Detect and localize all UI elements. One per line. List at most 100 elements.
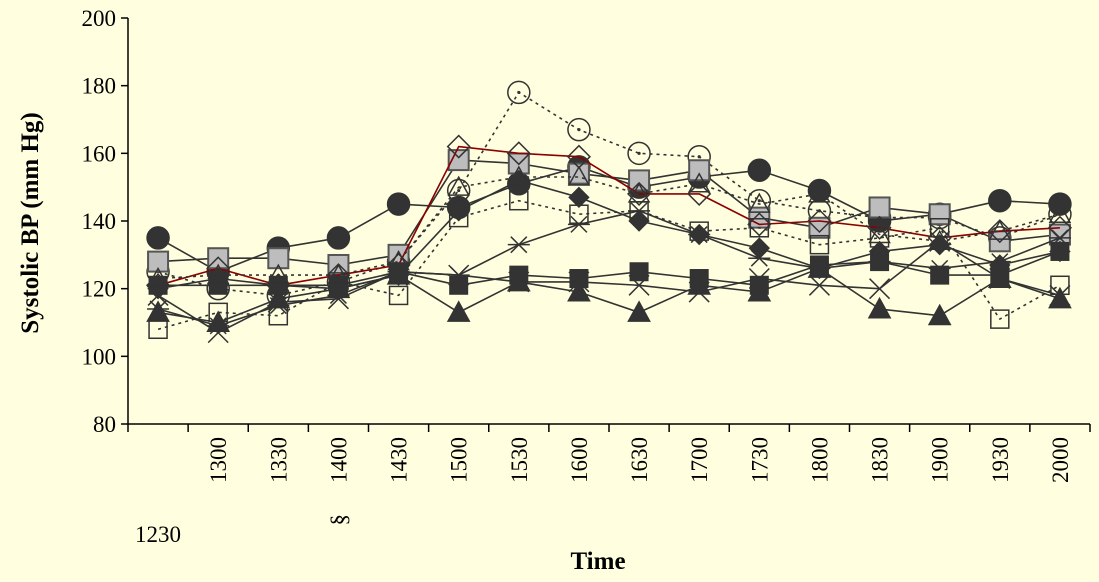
marker-diamond-filled [267, 274, 290, 296]
x-tick-label: 1700 [687, 437, 712, 483]
marker-asterisk [1048, 229, 1071, 247]
marker-cross [448, 264, 470, 286]
marker-triangle-open [327, 263, 350, 284]
x-tick-label: 1400 [326, 437, 351, 483]
marker-triangle-open [447, 175, 470, 196]
marker-triangle-open [687, 172, 711, 193]
marker-square-open [809, 234, 830, 255]
marker-diamond-open [807, 208, 832, 234]
series-line [158, 250, 1061, 287]
marker-asterisk [567, 215, 590, 233]
y-axis-title: Systolic BP (mm Hg) [17, 112, 44, 334]
marker-triangle-open [627, 182, 651, 203]
series-line [157, 91, 1061, 297]
marker-square-open [388, 285, 409, 306]
marker-triangle-filled [446, 300, 471, 322]
x-tick-label: 1530 [507, 437, 532, 483]
x-tick-label: 1430 [387, 437, 412, 483]
series-line [158, 159, 1060, 266]
marker-cross [508, 271, 530, 293]
marker-triangle-filled [266, 286, 291, 309]
marker-triangle-open [206, 263, 230, 284]
marker-diamond-open [506, 141, 531, 166]
x-tick-label: 1600 [567, 437, 592, 483]
marker-diamond-filled [868, 240, 891, 263]
series-layer [146, 80, 1073, 344]
marker-triangle-filled [1048, 286, 1072, 309]
x-tick-label: 2000 [1048, 437, 1073, 483]
marker-triangle-open [267, 263, 290, 284]
series-line [157, 240, 1061, 334]
marker-square-gray [628, 169, 651, 192]
marker-cross [207, 322, 229, 344]
marker-diamond-open [446, 134, 471, 159]
marker-diamond-open [987, 219, 1012, 244]
marker-circle-filled [326, 226, 351, 250]
x-tick-label: 1230 [135, 522, 181, 547]
marker-square-gray [928, 203, 951, 226]
marker-square-open [990, 309, 1010, 329]
marker-diamond-filled [1049, 240, 1071, 263]
marker-triangle-open [146, 266, 170, 288]
marker-circle-open [567, 117, 591, 142]
x-tick-label: 1730 [747, 437, 772, 483]
marker-diamond-filled [989, 254, 1011, 276]
marker-cross [869, 278, 891, 300]
marker-square-filled [930, 265, 950, 285]
marker-cross [748, 267, 770, 290]
series-line [158, 176, 1061, 280]
x-tick-label: 1830 [868, 437, 893, 483]
marker-diamond-filled [147, 277, 169, 300]
x-tick-label: 1930 [988, 437, 1013, 483]
x-tick-label: 1300 [206, 437, 231, 483]
marker-triangle-open [928, 229, 951, 251]
marker-diamond-filled [628, 210, 650, 232]
x-tick-label: 1630 [627, 437, 652, 483]
marker-square-filled [449, 275, 469, 295]
marker-diamond-open [747, 212, 772, 237]
marker-diamond-open [627, 181, 652, 206]
marker-circle-filled [747, 158, 772, 182]
marker-diamond-filled [568, 186, 590, 209]
y-tick-label: 180 [82, 74, 117, 99]
marker-triangle-filled [567, 280, 591, 302]
marker-square-gray [267, 247, 290, 270]
marker-triangle-filled [867, 296, 892, 319]
axes: 80 100 120 140 160 180 200 1230 1300 1330 1400 1430… [82, 6, 1091, 547]
y-tick-label: 200 [82, 6, 117, 31]
series-line [157, 199, 1061, 331]
marker-cross [688, 281, 710, 303]
marker-asterisk [928, 259, 951, 277]
marker-circle-filled [386, 192, 411, 216]
marker-square-gray [868, 196, 891, 219]
marker-diamond-open [867, 215, 892, 240]
marker-diamond-filled [748, 237, 771, 259]
marker-diamond-filled [447, 200, 470, 222]
x-axis-title: Time [570, 548, 625, 575]
marker-circle-open [507, 80, 531, 105]
marker-square-gray [808, 216, 831, 239]
marker-diamond-filled [688, 223, 710, 246]
series-line [157, 179, 1061, 290]
y-tick-label: 100 [82, 344, 117, 369]
x-tick-annotation: § [326, 514, 351, 526]
marker-triangle-open [808, 182, 831, 203]
marker-cross [989, 267, 1011, 290]
x-tick-label: 1330 [266, 437, 291, 483]
marker-triangle-open [1048, 202, 1072, 223]
marker-triangle-open [507, 165, 531, 186]
y-tick-label: 160 [82, 141, 117, 166]
marker-square-open [509, 190, 529, 211]
marker-triangle-filled [927, 303, 952, 326]
marker-diamond-open [687, 181, 712, 206]
marker-triangle-open [387, 250, 410, 271]
marker-triangle-filled [687, 273, 712, 295]
series-11 [146, 165, 1072, 288]
marker-circle-filled [988, 188, 1012, 213]
marker-asterisk [147, 300, 170, 318]
marker-cross [808, 274, 830, 296]
marker-cross [568, 271, 590, 293]
marker-triangle-open [988, 219, 1012, 240]
